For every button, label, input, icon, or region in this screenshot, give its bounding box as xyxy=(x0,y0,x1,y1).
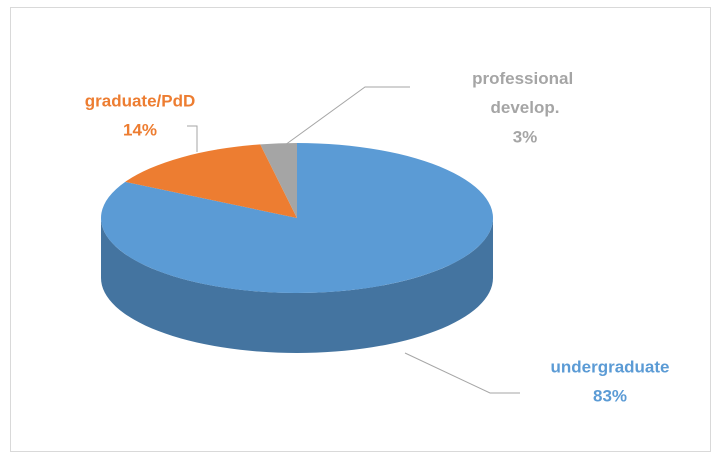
pie-slice xyxy=(125,144,297,218)
pie-slice xyxy=(100,143,493,293)
value-label: 83% xyxy=(593,386,627,405)
leader-line xyxy=(404,352,520,394)
category-label: professional develop. xyxy=(472,69,578,117)
value-label: 3% xyxy=(513,127,538,146)
leader-line xyxy=(284,86,410,146)
value-label: 14% xyxy=(123,120,157,139)
leader-line xyxy=(187,125,198,152)
pie-slice xyxy=(260,143,297,218)
pie-side xyxy=(101,218,493,353)
category-label: graduate/PdD xyxy=(85,91,196,110)
category-label: undergraduate xyxy=(550,357,669,376)
